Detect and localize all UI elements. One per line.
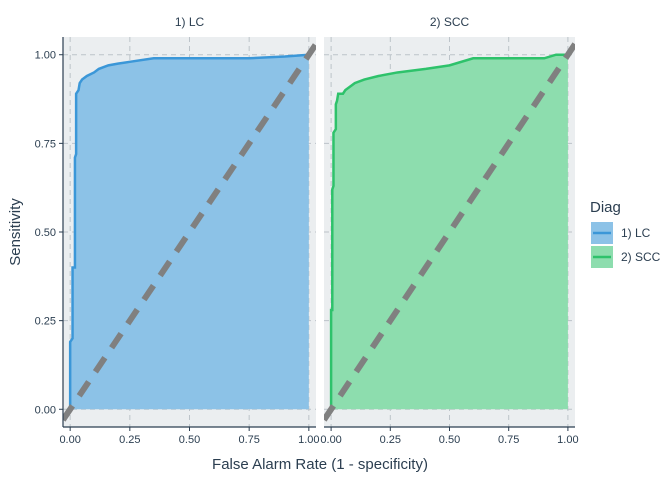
x-tick-label: 0.50 <box>179 434 200 446</box>
roc-curve <box>329 53 568 410</box>
x-tick-label: 0.00 <box>320 434 341 446</box>
y-tick-label: 0.25 <box>35 316 56 328</box>
legend-title: Diag <box>590 199 621 216</box>
legend: Diag 1) LC 2) SCC <box>590 199 661 268</box>
x-tick-label: 0.25 <box>380 434 401 446</box>
x-tick-label: 0.00 <box>59 434 80 446</box>
x-axis-title: False Alarm Rate (1 - specificity) <box>212 456 428 473</box>
y-axis-title: Sensitivity <box>7 198 24 266</box>
x-tick-label: 0.50 <box>439 434 460 446</box>
y-tick-label: 1.00 <box>35 50 56 62</box>
x-tick-label: 0.75 <box>498 434 519 446</box>
y-tick-label: 0.50 <box>35 227 56 239</box>
x-tick-label: 0.25 <box>119 434 140 446</box>
axes: 0.00 0.25 0.50 0.75 1.00 0.00 0.25 0.50 0.75 1.00… <box>35 37 579 446</box>
panels: 1) LC 2) SCC <box>63 15 575 427</box>
strip-label: 2) SCC <box>430 15 470 29</box>
panel-content <box>324 42 575 422</box>
strip-label: 1) LC <box>175 15 205 29</box>
legend-entry: 2) SCC <box>591 246 661 268</box>
y-tick-label: 0.00 <box>35 404 56 416</box>
panel-1: 1) LC <box>63 15 316 427</box>
legend-label: 2) SCC <box>621 250 661 264</box>
x-tick-label: 0.75 <box>238 434 259 446</box>
panel-2: 2) SCC <box>324 15 575 427</box>
roc-curve <box>68 53 309 410</box>
legend-entry: 1) LC <box>591 222 651 244</box>
x-tick-label: 1.00 <box>298 434 319 446</box>
reference-diagonal <box>63 42 316 422</box>
y-tick-label: 0.75 <box>35 138 56 150</box>
x-tick-label: 1.00 <box>557 434 578 446</box>
panel-content <box>63 42 316 422</box>
roc-area <box>331 54 568 410</box>
legend-label: 1) LC <box>621 226 651 240</box>
